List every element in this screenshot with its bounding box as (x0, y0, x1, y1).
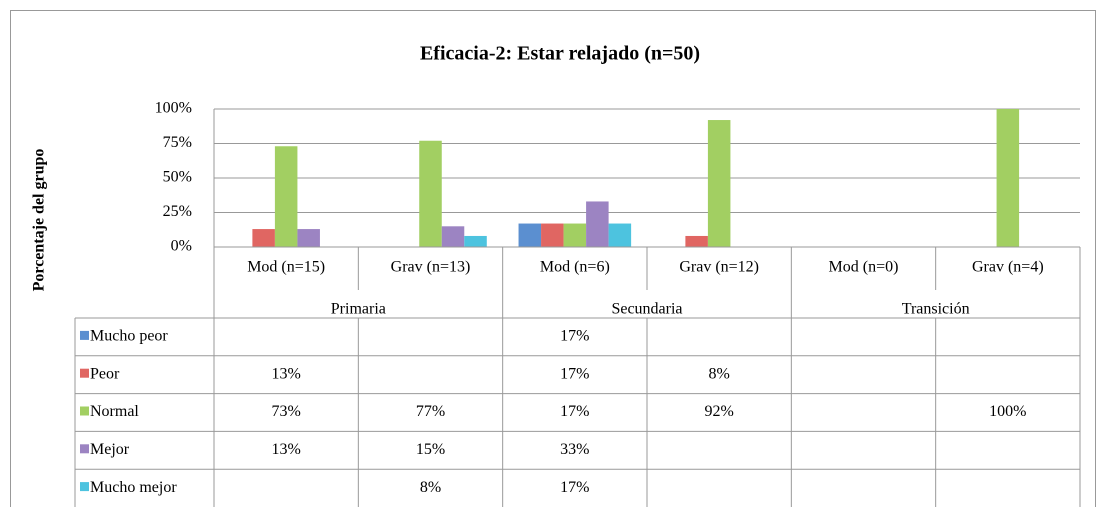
group-label: Transición (902, 301, 970, 318)
table-value: 17% (560, 479, 589, 496)
y-tick-label: 50% (163, 169, 192, 186)
y-axis-label: Porcentaje del grupo (31, 149, 48, 292)
table-value: 8% (420, 479, 441, 496)
bar (541, 223, 564, 247)
legend-key (80, 444, 89, 454)
legend-label: Mucho peor (90, 328, 168, 345)
bar (252, 229, 275, 247)
bar (441, 226, 465, 247)
bar (419, 140, 442, 247)
legend-key (80, 482, 89, 492)
legend-key (80, 406, 89, 416)
table-value: 100% (989, 403, 1026, 420)
bar (297, 229, 320, 247)
table-value: 73% (272, 403, 301, 420)
table-value: 77% (416, 403, 445, 420)
table-value: 92% (705, 403, 734, 420)
x-tick-label: Grav (n=13) (391, 259, 471, 276)
y-tick-label: 100% (155, 100, 192, 117)
legend-key (80, 368, 89, 378)
legend-key (80, 330, 89, 340)
legend-label: Normal (90, 403, 139, 420)
x-tick-label: Mod (n=0) (829, 259, 899, 276)
table-value: 15% (416, 441, 445, 458)
table-value: 17% (560, 328, 589, 345)
chart-title: Eficacia-2: Estar relajado (n=50) (420, 43, 700, 65)
bar (707, 120, 731, 247)
x-tick-label: Mod (n=15) (247, 259, 325, 276)
bar (586, 201, 609, 247)
x-tick-label: Grav (n=4) (972, 259, 1044, 276)
bar (608, 223, 632, 247)
legend-label: Mucho mejor (90, 479, 177, 496)
table-value: 13% (272, 365, 301, 382)
table-value: 8% (709, 365, 730, 382)
x-tick-label: Grav (n=12) (679, 259, 759, 276)
table-value: 13% (272, 441, 301, 458)
bar (563, 223, 587, 247)
bar (996, 109, 1020, 247)
bar (274, 146, 298, 247)
group-label: Primaria (331, 301, 386, 318)
legend-label: Mejor (90, 441, 130, 458)
legend-label: Peor (90, 365, 120, 382)
bar (464, 235, 487, 247)
bar (518, 223, 542, 247)
table-value: 17% (560, 365, 589, 382)
chart-border (10, 10, 1096, 507)
y-tick-label: 75% (163, 134, 192, 151)
bar (685, 235, 708, 247)
table-value: 33% (560, 441, 589, 458)
x-tick-label: Mod (n=6) (540, 259, 610, 276)
group-label: Secundaria (611, 301, 682, 318)
y-tick-label: 0% (171, 238, 192, 255)
y-tick-label: 25% (163, 203, 192, 220)
table-value: 17% (560, 403, 589, 420)
